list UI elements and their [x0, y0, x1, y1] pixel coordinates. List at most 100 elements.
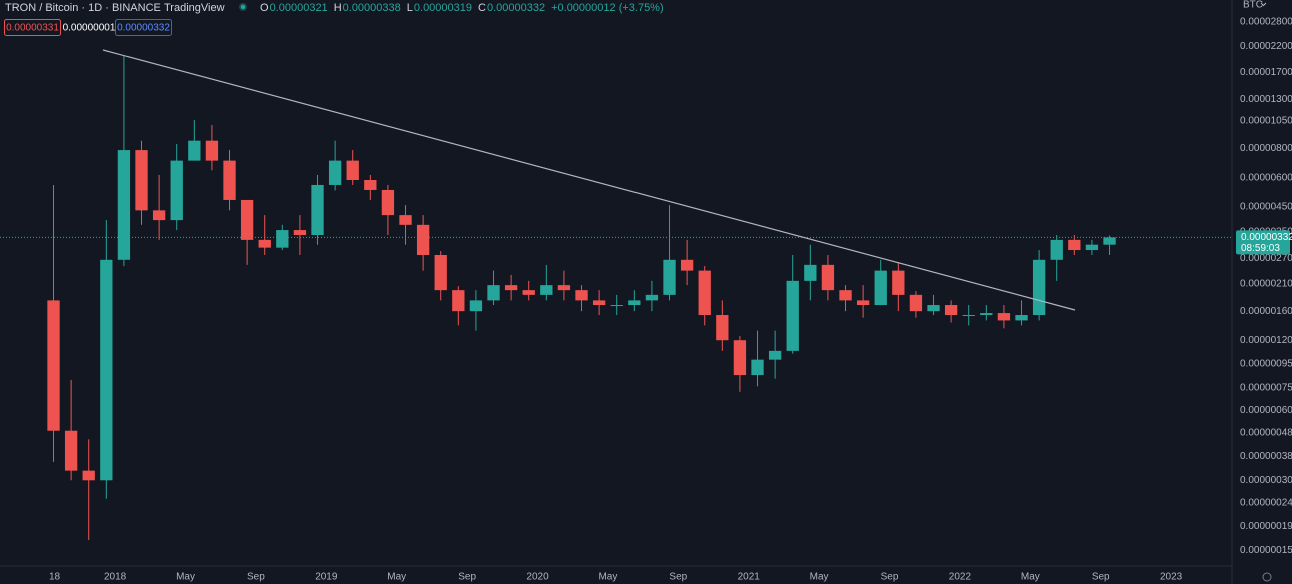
candle-body [205, 140, 219, 161]
plot-area [0, 55, 1232, 541]
spread: 0.00000001 [63, 23, 116, 34]
axes: 0.00002800 0.00002200 0.00001700 0.00001300… [49, 17, 1292, 583]
x-tick-label: 18 [49, 572, 61, 583]
candle-body [980, 313, 993, 316]
candle-body [170, 160, 183, 221]
y-tick-label: 0.00000030 [1240, 475, 1292, 486]
ohlc-letter: L [407, 2, 413, 14]
ohlc-letter: C [478, 2, 486, 14]
candle-body [592, 300, 606, 306]
candle-body [680, 259, 694, 271]
candle-body [628, 300, 641, 306]
candle-body [663, 259, 676, 295]
candle-body [839, 290, 852, 301]
candle-body [645, 294, 659, 301]
buy-price[interactable]: 0.00000332 [117, 23, 170, 34]
trend-line[interactable] [102, 49, 1076, 311]
y-tick-label: 0.00001050 [1240, 116, 1292, 127]
x-tick-label: May [1021, 572, 1040, 583]
candle-body [751, 359, 764, 376]
x-tick-label: 2018 [104, 572, 127, 583]
y-tick-label: 0.00000450 [1240, 201, 1292, 212]
source: TradingView [164, 2, 225, 14]
candle-body [1050, 239, 1063, 260]
last-price-box [1236, 230, 1290, 255]
candle-body [364, 180, 377, 190]
y-tick-label: 0.00000800 [1240, 143, 1292, 154]
candle-body [733, 340, 747, 376]
ohlc-value: 0.00000321 [270, 2, 328, 14]
candle-body [469, 300, 483, 312]
y-tick-label: 0.00000015 [1240, 545, 1292, 556]
sell-button[interactable] [4, 19, 61, 36]
candle-body [328, 160, 342, 185]
candle-body [892, 270, 905, 295]
x-tick-label: Sep [247, 572, 265, 583]
y-tick-label: 0.00002800 [1240, 17, 1292, 28]
status-dot [240, 4, 246, 10]
y-tick-label: 0.00000075 [1240, 382, 1292, 393]
x-tick-label: 2019 [315, 572, 338, 583]
candle-body [416, 224, 430, 255]
candle-body [856, 300, 870, 306]
y-tick-label: 0.00000210 [1240, 278, 1292, 289]
y-tick-label: 0.00001700 [1240, 67, 1292, 78]
buy-button[interactable] [115, 19, 172, 36]
x-tick-label: 2021 [738, 572, 761, 583]
candle-body [786, 280, 799, 351]
settings-icon[interactable] [1262, 572, 1272, 582]
ohlc-value: 0.00000319 [414, 2, 472, 14]
candle-body [311, 184, 324, 236]
x-tick-label: Sep [669, 572, 687, 583]
y-tick-label: 0.00000024 [1240, 497, 1292, 508]
candle-body [1068, 239, 1081, 251]
candle-body [1015, 315, 1028, 321]
candle-body [1032, 259, 1046, 316]
y-tick-label: 0.00000120 [1240, 335, 1292, 346]
candle-body [522, 290, 535, 295]
change: +0.00000012 (+3.75%) [551, 2, 664, 14]
candle-body [504, 285, 518, 291]
y-tick-label: 0.00000600 [1240, 172, 1292, 183]
x-tick-label: May [598, 572, 617, 583]
candle-body [434, 254, 447, 291]
candle-body [64, 430, 78, 471]
symbol[interactable]: TRON / Bitcoin · 1D · BINANCE [5, 2, 161, 14]
y-tick-label: 0.00000019 [1240, 521, 1292, 532]
y-tick-label: 0.00000160 [1240, 306, 1292, 317]
x-tick-label: 2020 [526, 572, 549, 583]
candle-body [82, 470, 95, 481]
candle-body [258, 239, 271, 248]
currency[interactable]: BTC [1243, 0, 1263, 11]
x-tick-label: Sep [881, 572, 899, 583]
candle-body [135, 150, 148, 211]
candle-body [346, 160, 359, 181]
candle-body [100, 259, 113, 481]
candle-body [240, 199, 254, 240]
x-tick-label: May [176, 572, 195, 583]
last-price-value: 0.00000332 [1241, 232, 1292, 243]
candle-body [716, 315, 729, 341]
candle-body [997, 313, 1011, 321]
ohlc-value: 0.00000338 [343, 2, 401, 14]
candle-body [223, 160, 236, 200]
candle-body [1085, 244, 1099, 251]
candle-body [47, 300, 60, 431]
x-tick-label: 2022 [949, 572, 972, 583]
candle-body [874, 270, 887, 306]
candle-body [962, 315, 975, 317]
ohlc-value: 0.00000332 [487, 2, 545, 14]
candle-body [610, 305, 623, 307]
candle-body [768, 350, 782, 360]
candle-body [381, 189, 395, 216]
x-tick-label: May [387, 572, 406, 583]
candle-body [927, 305, 940, 312]
candle-body [276, 230, 289, 248]
sell-price[interactable]: 0.00000331 [6, 23, 59, 34]
x-tick-label: Sep [458, 572, 476, 583]
ohlc-legend: O 0.00000321 H 0.00000338 L 0.00000319 C 0.0000… [260, 2, 545, 14]
candle-body [540, 285, 553, 295]
candle-body [487, 285, 500, 301]
candle-body [821, 264, 835, 291]
